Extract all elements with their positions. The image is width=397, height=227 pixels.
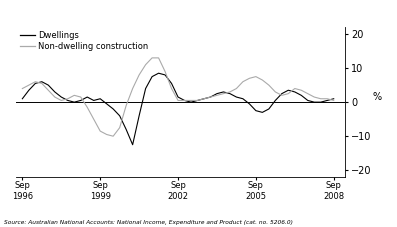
Y-axis label: %: % [372,92,382,102]
Legend: Dwellings, Non-dwelling construction: Dwellings, Non-dwelling construction [20,31,148,51]
Text: Source: Australian National Accounts: National Income, Expenditure and Product (: Source: Australian National Accounts: Na… [4,220,293,225]
